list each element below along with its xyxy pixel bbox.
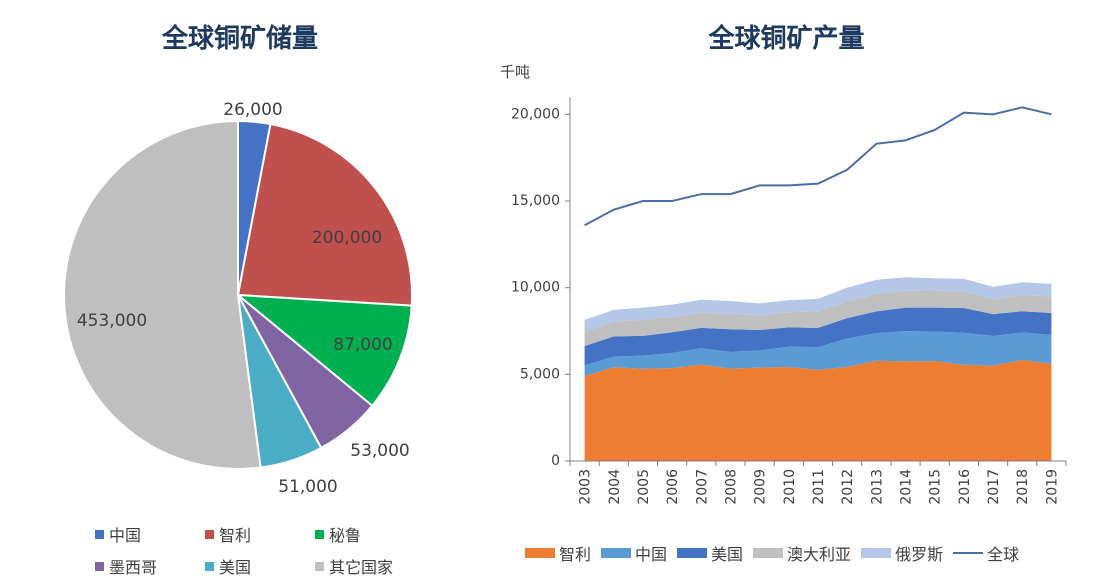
area-legend-item: 澳大利亚 [753, 541, 851, 565]
x-tick-label: 2009 [753, 469, 769, 505]
area-series-3 [584, 307, 1052, 366]
pie-slice-2 [236, 122, 413, 307]
area-series-5 [584, 277, 1052, 332]
x-tick-label: 2006 [665, 469, 681, 505]
x-tick-label: 2018 [1015, 469, 1031, 505]
pie-data-label: 87,000 [333, 335, 392, 355]
x-tick-label: 2013 [869, 469, 885, 505]
pie-chart: 26,000 200,000 87,000 53,000 51,000 453,000 [63, 100, 413, 497]
pie-data-label: 51,000 [278, 477, 337, 497]
pie-legend-item: 墨西哥 [95, 554, 205, 578]
legend-label: 智利 [219, 526, 252, 545]
legend-label: 澳大利亚 [787, 545, 852, 564]
pie-data-label: 200,000 [312, 228, 382, 248]
area-chart-title: 全球铜矿产量 [708, 24, 865, 54]
x-tick-label: 2005 [636, 469, 652, 505]
x-tick-label: 2010 [782, 469, 798, 505]
pie-data-label: 453,000 [77, 311, 147, 331]
x-tick-label: 2015 [928, 469, 944, 505]
legend-label: 其它国家 [329, 558, 394, 577]
y-axis-unit-label: 千吨 [500, 63, 530, 81]
legend-label: 中国 [635, 545, 668, 564]
area-series-1 [584, 359, 1052, 461]
y-tick-label: 10,000 [511, 280, 560, 296]
legend-label: 秘鲁 [329, 526, 362, 545]
pie-chart-title: 全球铜矿储量 [161, 24, 318, 54]
pie-legend-item: 智利 [205, 522, 315, 546]
area-legend-item: 智利 [525, 541, 591, 565]
area-chart: 千吨 0 5,000 10,000 15,000 20,000 2003 2004 2005 2… [500, 63, 1067, 505]
y-tick-label: 0 [551, 453, 560, 469]
legend-label: 俄罗斯 [895, 545, 944, 564]
legend-swatch [861, 548, 892, 558]
x-tick-label: 2019 [1044, 469, 1060, 505]
pie-legend-item: 其它国家 [315, 554, 425, 578]
area-series-2 [584, 331, 1052, 377]
pie-data-label: 53,000 [350, 441, 409, 461]
pie-legend-item: 中国 [95, 522, 205, 546]
legend-swatch [677, 548, 708, 558]
legend-label: 全球 [987, 545, 1020, 564]
x-tick-label: 2007 [694, 469, 710, 505]
legend-label: 美国 [711, 545, 744, 564]
y-tick-label: 15,000 [511, 193, 560, 209]
y-tick-label: 5,000 [520, 366, 560, 382]
pie-slice-3 [234, 293, 413, 408]
area-legend: 智利 中国 美国 澳大利亚 俄罗斯 全球 [525, 541, 1085, 565]
area-legend-item: 美国 [677, 541, 743, 565]
pie-slice-6 [63, 119, 262, 470]
pie-legend: 中国 智利 秘鲁墨西哥 美国 其它国家 [95, 522, 425, 578]
legend-swatch [601, 548, 632, 558]
x-tick-label: 2011 [811, 469, 827, 505]
legend-label: 中国 [109, 526, 142, 545]
x-tick-label: 2004 [607, 469, 623, 505]
legend-line-swatch [953, 552, 984, 554]
legend-swatch [95, 561, 104, 571]
area-legend-item-line: 全球 [953, 541, 1019, 565]
pie-legend-item: 美国 [205, 554, 315, 578]
area-legend-item: 俄罗斯 [861, 541, 943, 565]
legend-swatch [205, 529, 214, 539]
x-tick-label: 2017 [986, 469, 1002, 505]
line-series-global [584, 106, 1052, 227]
legend-label: 智利 [559, 545, 592, 564]
area-series-4 [584, 290, 1052, 347]
legend-label: 墨西哥 [109, 558, 158, 577]
area-legend-item: 中国 [601, 541, 667, 565]
legend-swatch [315, 529, 324, 539]
x-tick-label: 2016 [957, 469, 973, 505]
legend-swatch [205, 561, 214, 571]
legend-label: 美国 [219, 558, 252, 577]
area-chart-panel: 全球铜矿产量 千吨 0 5,000 10,000 15,000 20,000 2003 20… [480, 0, 1093, 579]
x-tick-label: 2003 [578, 469, 594, 505]
legend-swatch [95, 529, 104, 539]
x-tick-label: 2008 [723, 469, 739, 505]
pie-chart-panel: 全球铜矿储量 26,000 200,000 87,000 53,000 51,000 45… [0, 0, 480, 579]
y-tick-label: 20,000 [511, 106, 560, 122]
pie-data-label: 26,000 [223, 100, 282, 120]
legend-swatch [315, 561, 324, 571]
x-tick-label: 2012 [840, 469, 856, 505]
x-tick-label: 2014 [899, 469, 915, 505]
legend-swatch [525, 548, 555, 558]
pie-legend-item: 秘鲁 [315, 522, 425, 546]
legend-swatch [753, 548, 784, 558]
